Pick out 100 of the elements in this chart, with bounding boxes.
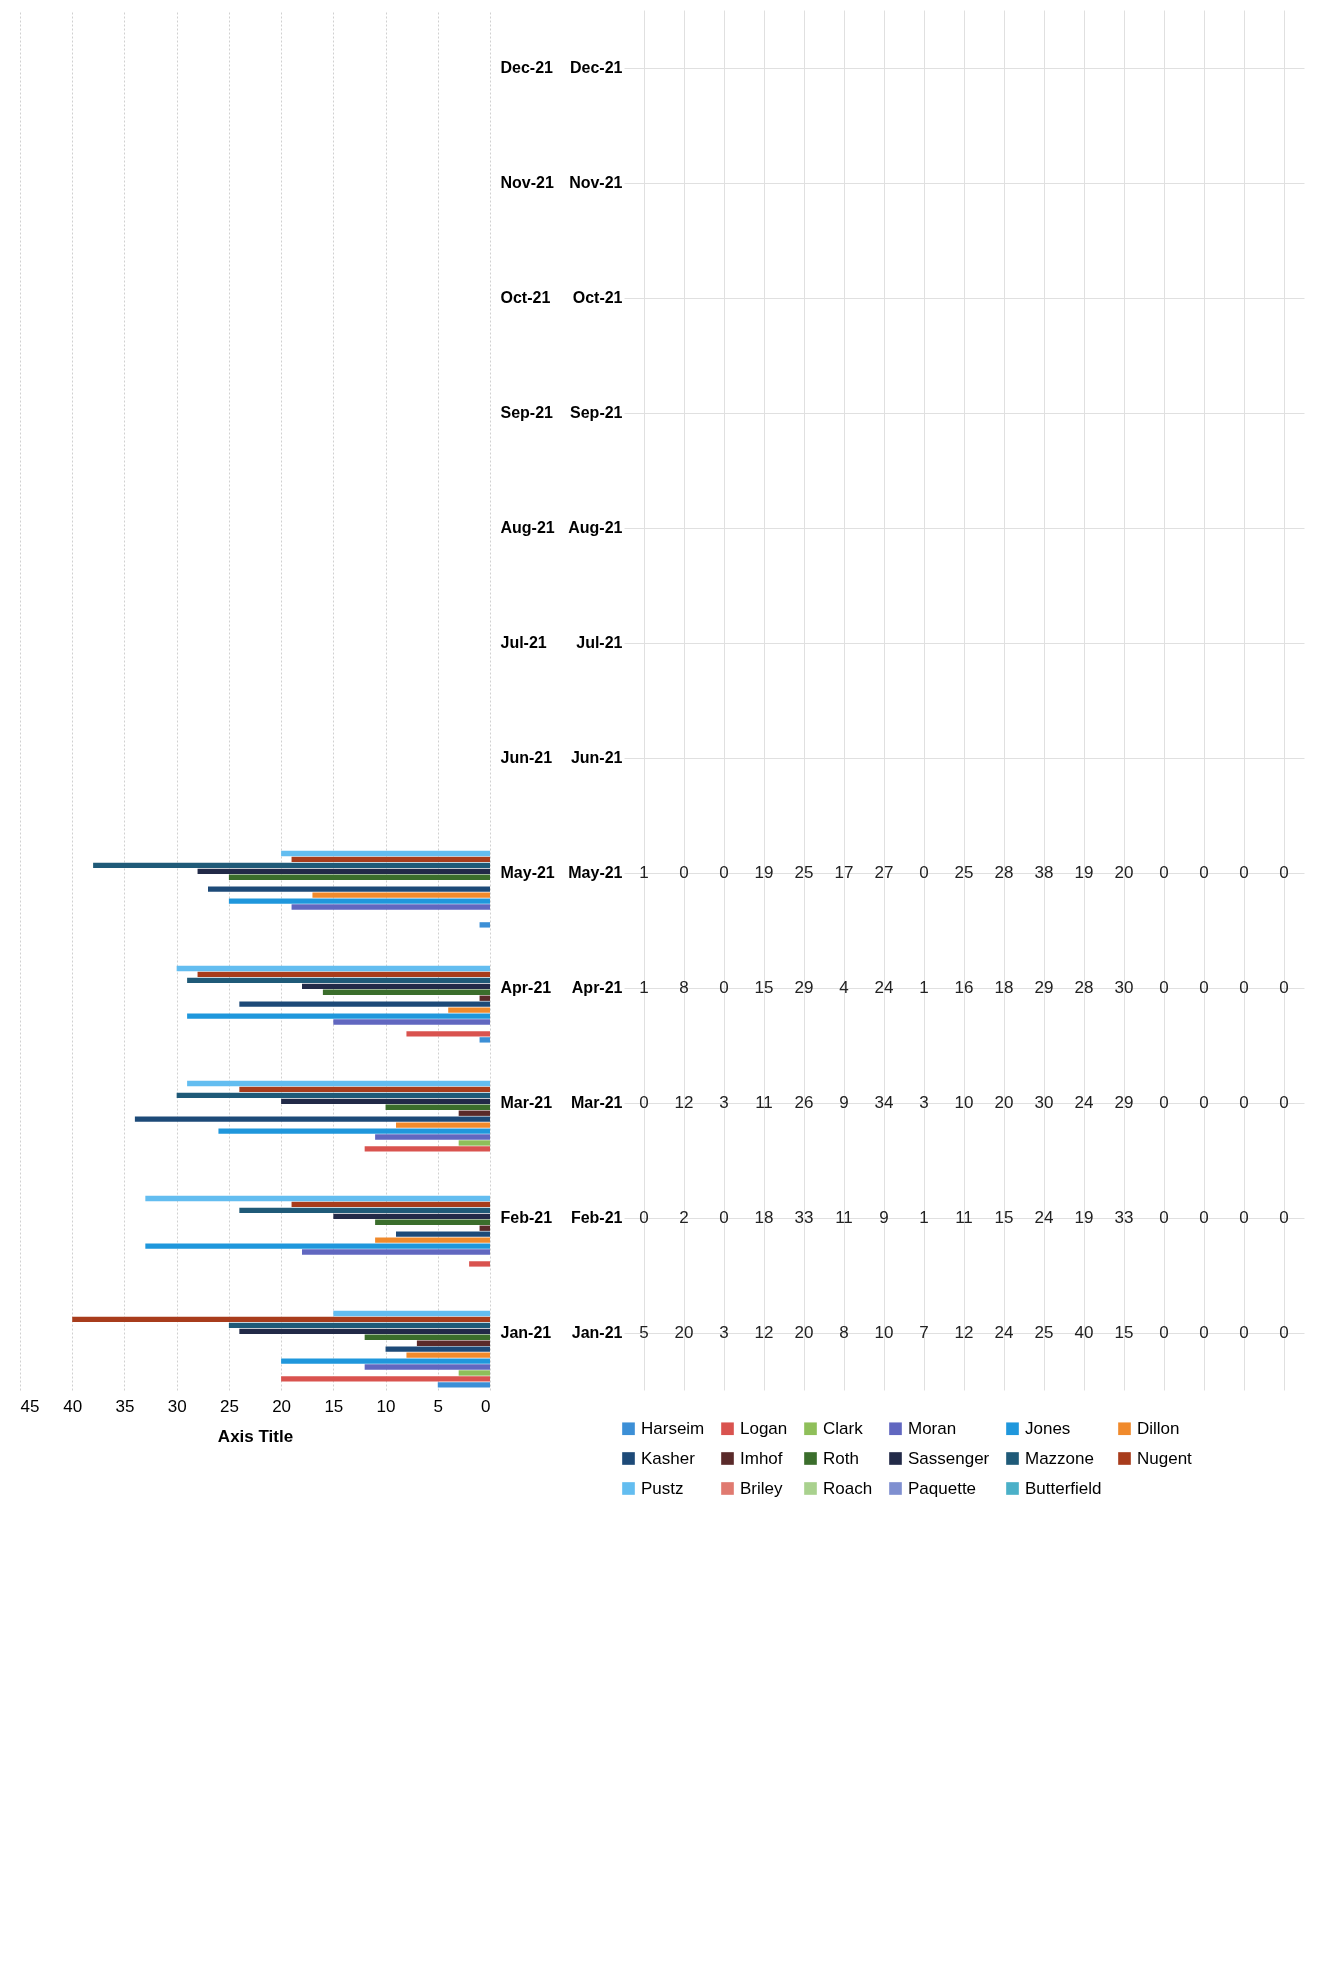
bar [134,1116,490,1122]
data-label: 0 [1159,1207,1169,1227]
legend-label: Pustz [641,1478,684,1498]
data-label: 20 [994,1092,1014,1112]
x-tick-label: 0 [481,1396,491,1416]
data-label: 20 [1114,862,1134,882]
category-label: Feb-21 [570,1209,623,1226]
data-label: 0 [1159,1092,1169,1112]
data-label: 11 [955,1207,973,1227]
legend-label: Briley [740,1478,784,1498]
bar [291,1201,490,1208]
data-label: 0 [1279,1322,1289,1342]
data-label: 3 [919,1092,929,1112]
data-label: 10 [954,1092,974,1112]
data-label: 24 [874,977,894,997]
data-label: 26 [794,1092,814,1112]
data-label: 0 [719,1207,729,1227]
legend-label: Roth [823,1448,859,1468]
data-label: 28 [994,862,1014,882]
data-label: 29 [1114,1092,1134,1112]
data-label: 9 [879,1207,889,1227]
bar [396,1122,490,1128]
bar [385,1104,490,1110]
data-label: 24 [994,1322,1014,1342]
bar [281,1376,490,1382]
bar [333,1310,490,1317]
data-label: 38 [1034,862,1054,882]
data-label: 1 [919,1207,929,1227]
data-label: 0 [1239,1207,1249,1227]
bar [145,1195,490,1202]
data-label: 7 [919,1322,929,1342]
bar [281,1358,490,1364]
bar [176,965,490,972]
data-label: 0 [719,977,729,997]
data-label: 0 [1279,1092,1289,1112]
bar [469,1261,490,1267]
data-label: 0 [1239,1322,1249,1342]
data-label: 0 [719,862,729,882]
category-label: Sep-21 [570,404,623,421]
bar [333,1213,490,1219]
bar [291,856,490,863]
legend-label: Dillon [1137,1418,1180,1438]
data-label: 8 [839,1322,849,1342]
data-label: 28 [1074,977,1094,997]
data-label: 18 [994,977,1014,997]
data-label: 16 [954,977,974,997]
data-label: 12 [674,1092,694,1112]
bar [406,1352,490,1358]
bar [479,922,490,928]
data-label: 0 [1279,977,1289,997]
legend-label: Butterfield [1025,1478,1102,1498]
data-label: 12 [954,1322,974,1342]
bar [197,868,490,874]
bar [396,1231,490,1237]
bar [448,1007,490,1013]
bar [375,1237,490,1243]
legend-label: Nugent [1137,1448,1193,1468]
data-label: 4 [839,977,849,997]
data-label: 24 [1034,1207,1054,1227]
bar [93,862,490,869]
data-label: 17 [834,862,854,882]
data-label: 19 [754,862,774,882]
bar [239,1001,490,1007]
data-label: 15 [1114,1322,1134,1342]
bar [145,1243,490,1249]
x-tick-label: 15 [324,1396,344,1416]
bar [208,886,490,892]
bar [458,1370,490,1376]
bar [375,1219,490,1225]
bar [239,1328,490,1334]
data-label: 1 [639,862,649,882]
y-tick-label: Dec-21 [500,58,554,76]
legend-label: Jones [1025,1418,1071,1438]
data-label: 0 [1279,862,1289,882]
bar [364,1364,490,1370]
bar [375,1134,490,1140]
y-tick-label: Oct-21 [500,288,551,306]
category-label: Aug-21 [568,519,623,536]
bar [291,904,490,910]
bar [239,1086,490,1093]
data-label: 9 [839,1092,849,1112]
bar [228,874,490,880]
y-tick-label: Nov-21 [500,173,554,191]
bar [458,1110,490,1116]
data-label: 8 [679,977,689,997]
data-label: 0 [639,1092,649,1112]
data-label: 11 [835,1207,853,1227]
bar [187,1013,490,1019]
data-label: 30 [1034,1092,1054,1112]
data-label: 0 [1159,1322,1169,1342]
data-label: 5 [639,1322,649,1342]
data-label: 0 [1159,977,1169,997]
bar [364,1334,490,1340]
data-label: 0 [679,862,689,882]
data-label: 1 [639,977,649,997]
y-tick-label: Jun-21 [500,748,553,766]
bar [333,1019,490,1025]
bar [416,1340,490,1346]
y-tick-label: May-21 [500,863,555,881]
bar [322,989,490,995]
